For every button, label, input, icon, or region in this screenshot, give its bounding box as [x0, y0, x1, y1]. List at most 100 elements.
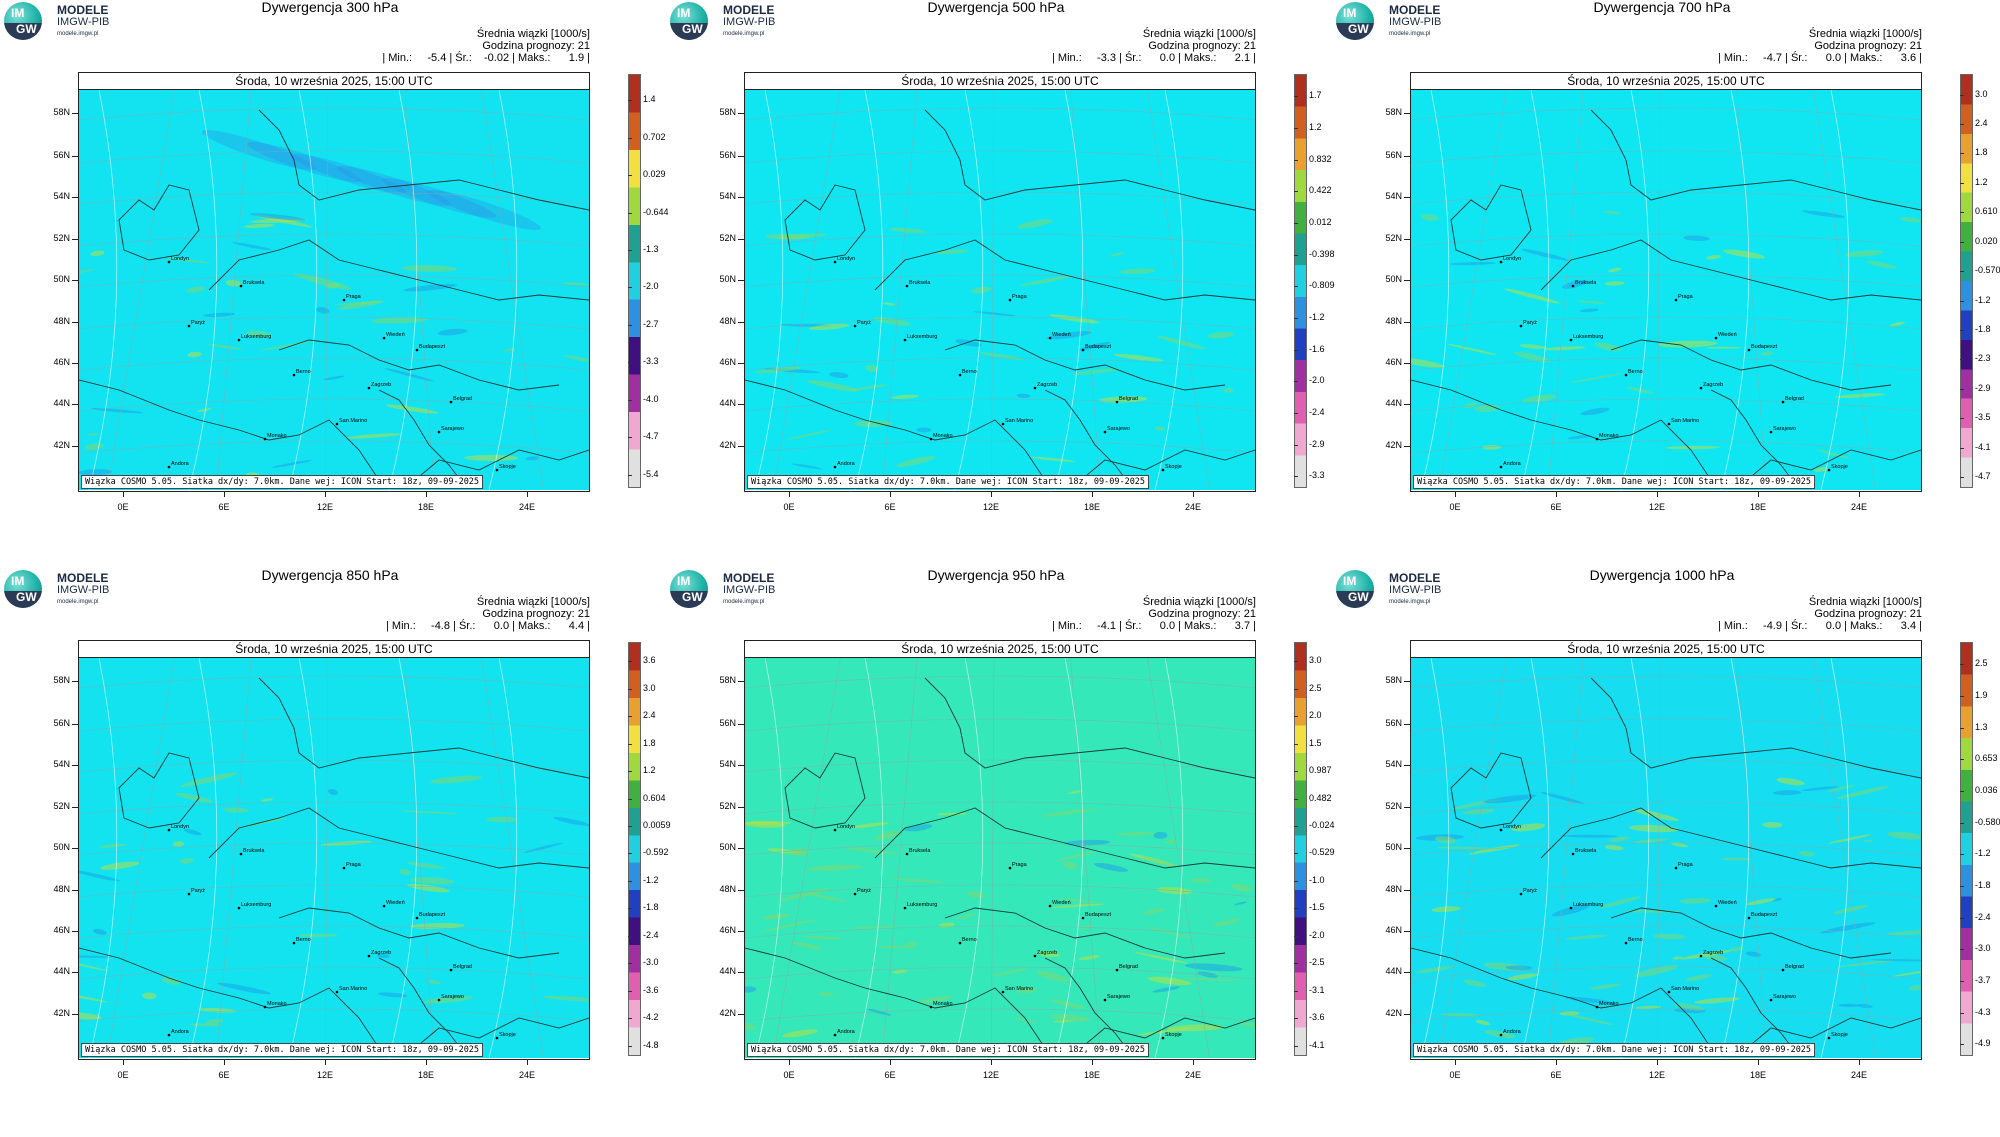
colorbar-tick-label: -2.0: [1309, 375, 1325, 386]
field-streak: [1234, 901, 1248, 906]
city-marker: [833, 260, 837, 264]
field-streak: [1078, 955, 1101, 961]
lon-tick-label: 0E: [783, 1070, 795, 1080]
lon-tick: [890, 491, 891, 497]
colorbar-tick: [1294, 661, 1298, 663]
field-streak: [891, 394, 919, 399]
field-streak: [807, 864, 863, 871]
field-streak: [808, 323, 850, 330]
city-marker: [335, 422, 339, 426]
colorbar-tick: [1960, 917, 1964, 919]
colorbar-tick: [1294, 381, 1298, 383]
logo-mark-bottom: GW: [1348, 590, 1369, 604]
coastline-border: [258, 109, 589, 211]
lat-tick-label: 56N: [53, 150, 70, 160]
grid-meridian: [481, 90, 544, 490]
city-marker: [415, 348, 419, 352]
city-marker: [1001, 990, 1005, 994]
field-streak: [1633, 838, 1669, 844]
field-streak: [904, 941, 918, 949]
city-label: San Marino: [1005, 986, 1033, 992]
field-streak: [180, 772, 238, 787]
logo-url: modele.imgw.pl: [723, 31, 765, 37]
grid-parallel: [745, 274, 1255, 288]
colorbar-tick-label: -0.570: [1975, 265, 2000, 276]
grid-parallel: [79, 398, 589, 412]
grid-meridian: [1438, 90, 1507, 490]
height-contour: [1620, 90, 1650, 490]
colorbar-tick-label: -1.2: [643, 874, 659, 885]
model-footer: Wiązka COSMO 5.05. Siatka dx/dy: 7.0km. …: [81, 1043, 484, 1057]
field-streak: [1094, 862, 1129, 872]
lat-tick: [738, 197, 744, 198]
city-marker: [167, 465, 171, 469]
valid-time-header: Środa, 10 września 2025, 15:00 UTC: [745, 641, 1255, 658]
field-streak: [1564, 996, 1614, 1004]
field-streak: [1580, 407, 1610, 416]
field-streak: [1819, 922, 1876, 934]
city-label: Skopje: [499, 1032, 516, 1038]
colorbar-tick: [628, 175, 632, 177]
field-streak: [1511, 823, 1546, 832]
grid-meridian: [481, 658, 544, 1058]
coastline-border: [1610, 907, 1892, 959]
logo-url: modele.imgw.pl: [57, 599, 99, 605]
lat-tick: [738, 931, 744, 932]
coastline-border: [258, 677, 589, 779]
city-marker: [853, 324, 857, 328]
colorbar-tick: [628, 250, 632, 252]
field-streak: [271, 460, 312, 468]
city-label: Berno: [296, 369, 311, 375]
field-streak: [1142, 857, 1181, 868]
colorbar-tick-label: -1.8: [1975, 880, 1991, 891]
field-streak: [1833, 904, 1869, 914]
field-streak: [1685, 974, 1712, 981]
colorbar-tick-label: -1.2: [1975, 294, 1991, 305]
lat-tick: [1404, 197, 1410, 198]
lat-tick-label: 42N: [1385, 1008, 1402, 1018]
valid-time-header: Środa, 10 września 2025, 15:00 UTC: [1411, 641, 1921, 658]
city-label: Bruksela: [1575, 848, 1597, 854]
field-streak: [1889, 321, 1905, 327]
colorbar-tick-label: 0.702: [643, 131, 666, 142]
map-area: Środa, 10 września 2025, 15:00 UTC Londyn…: [744, 72, 1256, 492]
field-streak: [1604, 210, 1621, 215]
forecast-hour: Godzina prognozy: 21: [1148, 608, 1256, 620]
lat-tick: [738, 972, 744, 973]
lat-tick-label: 52N: [53, 233, 70, 243]
city-marker: [449, 400, 453, 404]
colorbar-tick-label: 0.422: [1309, 185, 1332, 196]
field-streak: [1416, 966, 1453, 974]
lon-tick-label: 6E: [218, 1070, 230, 1080]
stats-values: | Min.: -4.7 | Śr.: 0.0 | Maks.: 3.6 |: [1718, 52, 1922, 64]
height-contour: [1420, 90, 1450, 490]
height-contour: [1054, 90, 1084, 490]
colorbar-tick: [628, 990, 632, 992]
city-label: Zagrzeb: [1037, 382, 1057, 388]
lat-tick-label: 54N: [1385, 191, 1402, 201]
colorbar-tick: [1294, 222, 1298, 224]
colorbar-tick: [1960, 418, 1964, 420]
city-label: Monako: [267, 1001, 287, 1007]
city-marker: [335, 990, 339, 994]
city-marker: [415, 916, 419, 920]
colorbar-tick: [1294, 880, 1298, 882]
field-streak: [1798, 851, 1814, 857]
grid-meridian: [881, 658, 918, 1058]
height-contour: [88, 90, 118, 490]
field-streak: [225, 279, 242, 287]
coastline-border: [1450, 752, 1532, 829]
lon-tick-label: 24E: [1850, 1070, 1867, 1080]
field-streak: [1745, 951, 1761, 957]
stats-values: | Min.: -3.3 | Śr.: 0.0 | Maks.: 2.1 |: [1052, 52, 1256, 64]
field-streak: [892, 969, 908, 974]
colorbar-tick-label: -4.3: [1975, 1006, 1991, 1017]
field-streak: [1589, 983, 1622, 990]
city-label: Andora: [171, 461, 190, 467]
field-streak: [1475, 1019, 1491, 1026]
field-streak: [327, 789, 338, 796]
field-streak: [1566, 1013, 1614, 1026]
field-streak: [1865, 260, 1897, 269]
city-label: Bruksela: [1575, 280, 1597, 286]
city-label: Bruksela: [909, 280, 931, 286]
